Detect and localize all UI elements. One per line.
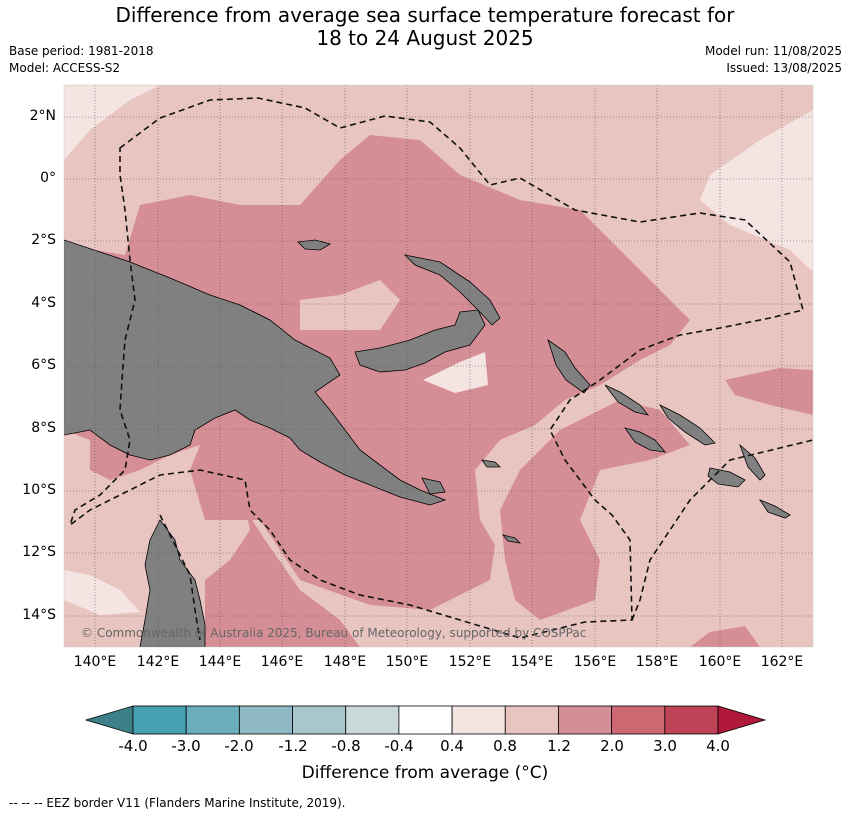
colorbar-tick: 4.0 <box>706 737 730 755</box>
lon-label: 154°E <box>510 654 554 670</box>
colorbar-tick: -4.0 <box>118 737 148 755</box>
santa-isabel-land <box>658 404 716 446</box>
map-title-line2: 18 to 24 August 2025 <box>316 26 534 50</box>
colorbar-tick: 0.8 <box>493 737 517 755</box>
colorbar-tick: -0.4 <box>384 737 414 755</box>
issued-date: Issued: 13/08/2025 <box>726 61 842 75</box>
colorbar-extend-high <box>717 705 767 735</box>
lon-label: 146°E <box>260 654 304 670</box>
colorbar-swatch <box>185 705 240 735</box>
colorbar-swatch <box>292 705 347 735</box>
lat-label: 2°N <box>29 108 56 124</box>
colorbar-swatch <box>451 705 506 735</box>
colorbar-tick: 2.0 <box>600 737 624 755</box>
makira-land <box>758 499 791 519</box>
lon-label: 140°E <box>73 654 117 670</box>
lon-label: 162°E <box>760 654 804 670</box>
australia-land <box>139 519 206 647</box>
lat-label: 6°S <box>31 357 56 373</box>
colorbar-tick: -3.0 <box>171 737 201 755</box>
fergusson-island-land <box>421 477 446 495</box>
colorbar-tick: 1.2 <box>547 737 571 755</box>
colorbar-tick: -0.8 <box>331 737 361 755</box>
colorbar-swatch <box>345 705 400 735</box>
lon-label: 152°E <box>448 654 492 670</box>
colorbar-tick: -2.0 <box>224 737 254 755</box>
model-name: Model: ACCESS-S2 <box>9 61 121 75</box>
eez-border-australia <box>159 514 201 641</box>
rossel-island-land <box>501 534 522 544</box>
anomaly-region-0.4-0.8-northwest <box>64 85 160 160</box>
model-run: Model run: 11/08/2025 <box>704 44 842 58</box>
choiseul-land <box>604 384 650 416</box>
colorbar-swatch <box>558 705 613 735</box>
lon-label: 156°E <box>573 654 617 670</box>
eez-border-solomons <box>631 439 813 621</box>
map-title-line1: Difference from average sea surface temp… <box>115 3 735 27</box>
colorbar-swatch <box>611 705 666 735</box>
lat-label: 12°S <box>22 544 56 560</box>
meta-right: Model run: 11/08/2025 Issued: 13/08/2025 <box>705 43 842 77</box>
anomaly-region-0.4-0.8-northeast <box>700 110 813 272</box>
lat-label: 2°S <box>31 232 56 248</box>
lat-label: 4°S <box>31 295 56 311</box>
new-ireland-land <box>403 254 501 326</box>
colorbar-title: Difference from average (°C) <box>301 763 549 783</box>
anomaly-region-0.4-0.8-southwest <box>64 570 140 615</box>
anomaly-region-1.2-2.0-south <box>200 470 360 647</box>
lat-label: 0° <box>40 170 56 186</box>
map-frame <box>63 84 814 648</box>
anomaly-region-1.2-2.0-southeast <box>500 400 690 620</box>
base-period: Base period: 1981-2018 <box>9 44 154 58</box>
colorbar-swatch <box>398 705 453 735</box>
lon-label: 144°E <box>198 654 242 670</box>
colorbar-extend-low <box>84 705 134 735</box>
colorbar-tick: 3.0 <box>653 737 677 755</box>
lon-label: 142°E <box>136 654 180 670</box>
colorbar-tick: -1.2 <box>278 737 308 755</box>
colorbar-swatch <box>132 705 187 735</box>
graticule <box>64 85 813 647</box>
malaita-land <box>739 443 766 481</box>
colorbar-tick: 0.4 <box>440 737 464 755</box>
meta-left: Base period: 1981-2018 Model: ACCESS-S2 <box>9 43 154 77</box>
copyright-notice: © Commonwealth of Australia 2025, Bureau… <box>81 626 586 640</box>
lat-label: 10°S <box>22 482 56 498</box>
colorbar-swatch <box>664 705 719 735</box>
colorbar-swatch <box>238 705 293 735</box>
lat-label: 8°S <box>31 420 56 436</box>
anomaly-region-0.4-0.8-central <box>423 352 488 393</box>
eez-legend-note: -- -- -- EEZ border V11 (Flanders Marine… <box>9 796 346 810</box>
new-georgia-land <box>624 427 666 453</box>
colorbar-swatch <box>504 705 559 735</box>
new-britain-land <box>354 309 486 373</box>
lon-label: 148°E <box>323 654 367 670</box>
woodlark-island-land <box>481 459 501 468</box>
lon-label: 158°E <box>635 654 679 670</box>
eez-border-png <box>68 97 804 639</box>
anomaly-region-1.2-2.0-east <box>725 368 813 415</box>
manus-island-land <box>297 239 332 251</box>
lat-label: 14°S <box>22 607 56 623</box>
lon-label: 150°E <box>385 654 429 670</box>
anomaly-region-1.2-2.0-bottom <box>690 626 760 647</box>
sst-anomaly-map: © Commonwealth of Australia 2025, Bureau… <box>63 84 814 648</box>
new-guinea-land <box>64 239 447 506</box>
lon-label: 160°E <box>698 654 742 670</box>
colorbar-swatches <box>132 705 719 735</box>
